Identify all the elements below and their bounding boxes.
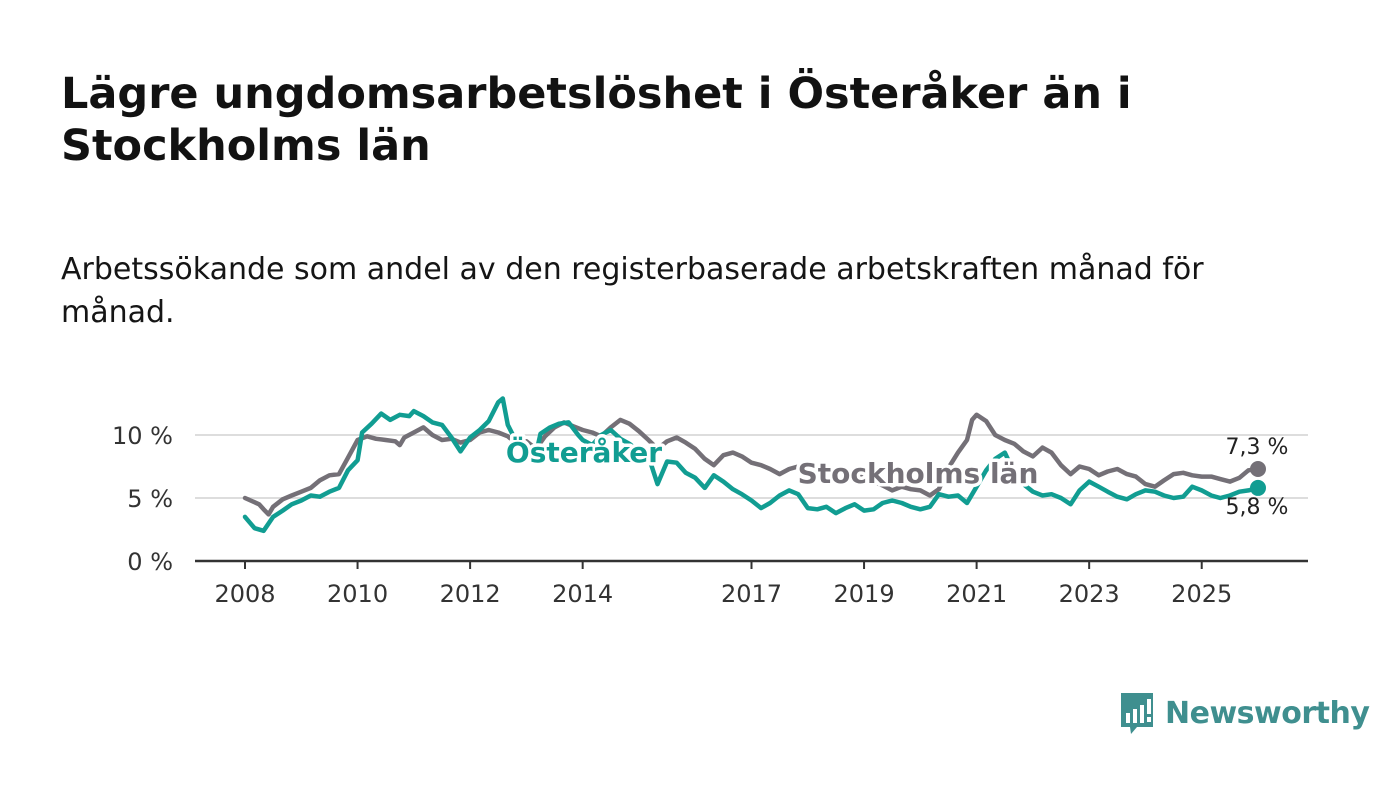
- y-tick-label: 5 %: [127, 485, 173, 513]
- chart-subtitle: Arbetssökande som andel av den registerb…: [61, 252, 1204, 330]
- x-tick-label: 2025: [1171, 580, 1232, 608]
- y-tick-label: 10 %: [112, 422, 173, 450]
- brand-name: Newsworthy: [1165, 695, 1370, 731]
- chart-title: Lägre ungdomsarbetslöshet i Österåker än…: [61, 69, 1132, 171]
- newsworthy-chart-bubble-icon: [1121, 693, 1153, 734]
- series-label-stockholm: Stockholms län: [798, 457, 1039, 490]
- series-lines: [242, 396, 1266, 534]
- series-line-osteraker: [242, 396, 1261, 534]
- x-tick-label: 2010: [327, 580, 388, 608]
- x-tick-label: 2008: [214, 580, 275, 608]
- series-label-osteraker: Österåker: [506, 435, 662, 469]
- y-axis-ticks: 0 % 5 % 10 %: [112, 422, 173, 576]
- x-tick-label: 2012: [440, 580, 501, 608]
- series-line-stockholm: [242, 412, 1261, 517]
- x-tick-label: 2014: [552, 580, 613, 608]
- x-tick-label: 2017: [721, 580, 782, 608]
- x-tick-label: 2019: [834, 580, 895, 608]
- x-tick-label: 2021: [946, 580, 1007, 608]
- series-labels: 7,3 % 5,8 % Stockholms län Österåker: [502, 432, 1289, 521]
- end-value-label-stockholm: 7,3 %: [1226, 435, 1289, 460]
- x-axis-ticks: 2008 2010 2012 2014 2017 2019 2021 2023 2025: [214, 561, 1232, 608]
- end-point-osteraker: [1250, 479, 1266, 496]
- x-tick-label: 2023: [1059, 580, 1120, 608]
- newsworthy-logo: Newsworthy: [1119, 690, 1370, 736]
- y-tick-label: 0 %: [127, 548, 173, 576]
- end-point-stockholm: [1250, 461, 1266, 478]
- end-value-label-osteraker: 5,8 %: [1226, 495, 1289, 520]
